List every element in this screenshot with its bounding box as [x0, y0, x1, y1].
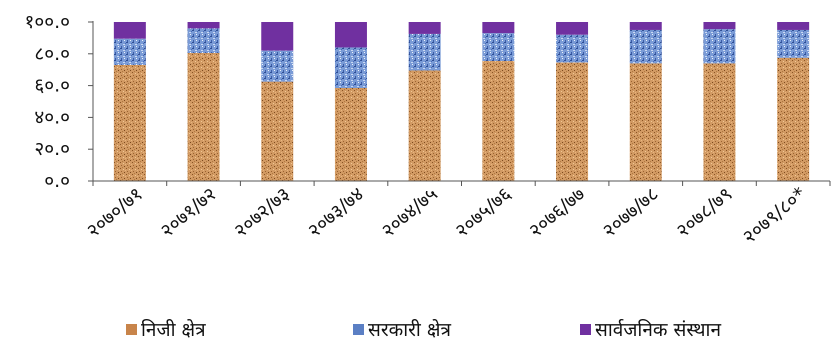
bar-segment — [629, 29, 662, 64]
bar-segment — [482, 22, 515, 34]
legend-item-government: सरकारी क्षेत्र — [353, 316, 451, 342]
x-tick-label: २०७३/७४ — [304, 183, 368, 242]
bar-segment — [777, 57, 810, 181]
bar-segment — [777, 29, 810, 58]
legend-label-private: निजी क्षेत्र — [141, 319, 206, 341]
y-tick-label: १००.० — [24, 11, 70, 33]
bar-segment — [113, 38, 146, 65]
bar-segment — [703, 29, 736, 64]
bar-segment — [556, 34, 589, 63]
legend-swatch-government — [353, 323, 364, 335]
legend-label-public-enterprise: सार्वजनिक संस्थान — [595, 319, 721, 341]
bar-segment — [482, 33, 515, 61]
x-tick-label: २०७६/७७ — [525, 183, 590, 242]
legend-swatch-private — [126, 323, 137, 335]
bar-segment — [334, 22, 367, 48]
bar-segment — [408, 22, 441, 34]
bar-segment — [261, 22, 294, 51]
bar-segment — [334, 47, 367, 88]
bar-segment — [703, 63, 736, 182]
bar-segment — [334, 87, 367, 181]
x-tick-label: २०७२/७३ — [230, 183, 294, 242]
bar-segment — [629, 63, 662, 182]
bar-segment — [556, 22, 589, 35]
x-tick-label: २०७५/७६ — [451, 183, 515, 242]
bar-segment — [703, 22, 736, 30]
y-tick-label: ४०.० — [34, 106, 70, 128]
bar-segment — [187, 53, 220, 181]
bar-segment — [408, 33, 441, 71]
y-tick-label: ८०.० — [34, 43, 70, 65]
x-tick-label: २०७०/७१ — [83, 183, 147, 242]
x-tick-label: २०७९/८०* — [739, 183, 811, 248]
legend: निजी क्षेत्र सरकारी क्षेत्र सार्वजनिक सं… — [0, 316, 839, 344]
bar-segment — [261, 50, 294, 82]
bar-segment — [261, 81, 294, 182]
bar-segment — [113, 64, 146, 181]
x-tick-label: २०७८/७९ — [672, 183, 736, 242]
bar-segment — [113, 22, 146, 39]
y-tick-label: ६०.० — [34, 75, 70, 97]
y-tick-label: २०.० — [34, 138, 70, 160]
legend-swatch-public-enterprise — [580, 323, 591, 335]
bar-segment — [482, 60, 515, 182]
x-tick-label: २०७७/७८ — [599, 183, 663, 242]
x-tick-label: २०७१/७२ — [156, 183, 220, 242]
x-tick-label: २०७४/७५ — [377, 183, 441, 242]
legend-item-private: निजी क्षेत्र — [126, 316, 206, 342]
legend-label-government: सरकारी क्षेत्र — [368, 319, 451, 341]
bar-segment — [187, 22, 220, 29]
bar-segment — [187, 28, 220, 53]
bar-segment — [556, 62, 589, 181]
bar-segment — [629, 22, 662, 30]
bar-segment — [777, 22, 810, 30]
y-tick-label: ०.० — [44, 170, 70, 192]
legend-item-public-enterprise: सार्वजनिक संस्थान — [580, 316, 721, 342]
bar-segment — [408, 70, 441, 181]
